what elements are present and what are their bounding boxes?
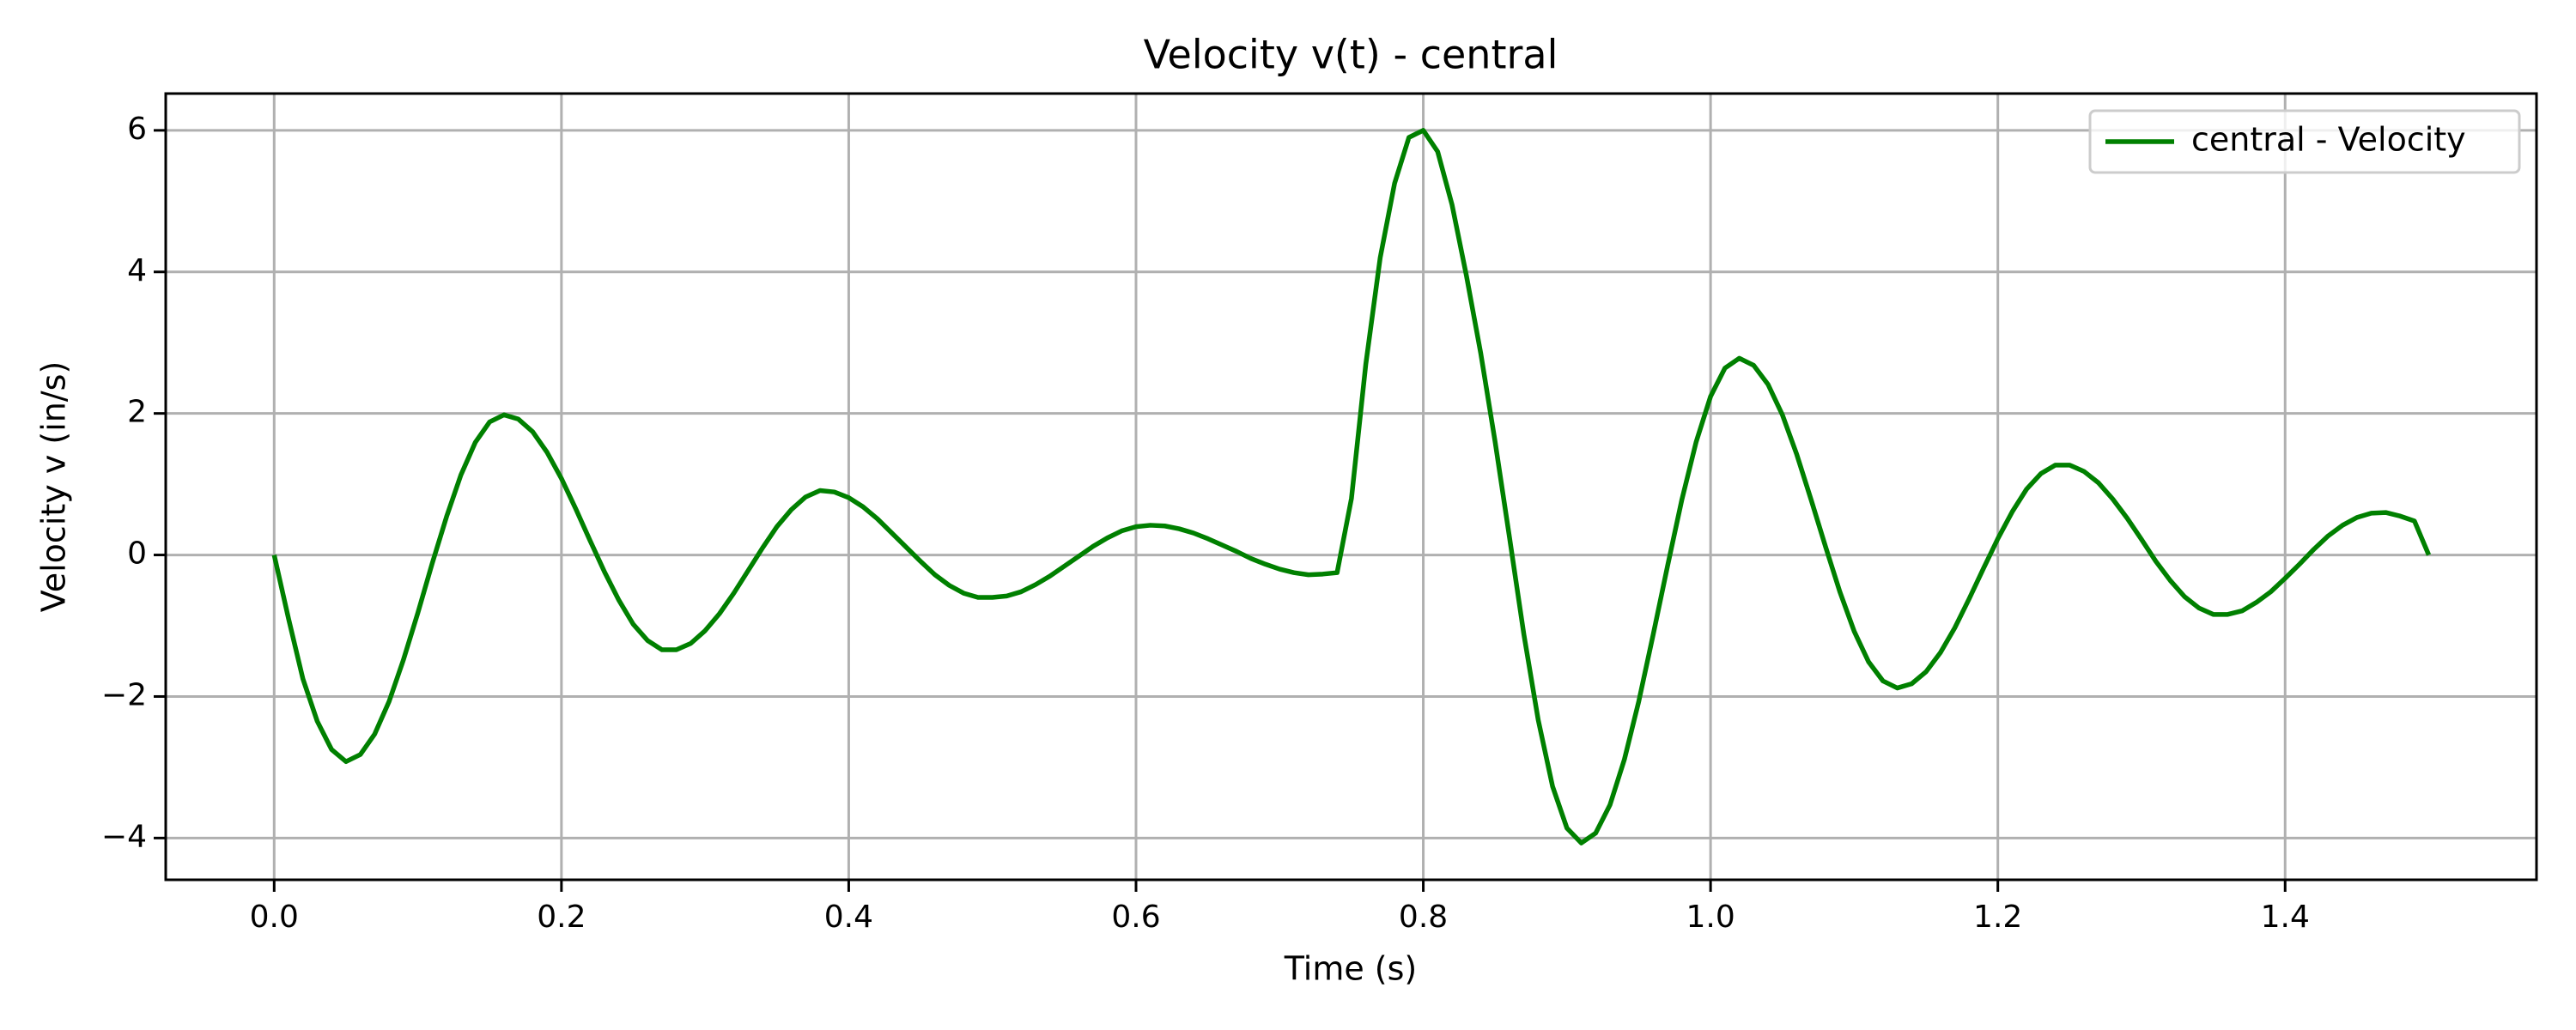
y-tick-label: −2 xyxy=(101,677,147,712)
y-tick-label: 6 xyxy=(127,112,147,147)
x-tick-label: 1.2 xyxy=(1973,900,2022,935)
x-tick-label: 0.2 xyxy=(537,900,586,935)
x-tick-label: 0.8 xyxy=(1399,900,1448,935)
y-tick-label: 0 xyxy=(127,536,147,572)
x-tick-label: 0.0 xyxy=(250,900,299,935)
x-tick-label: 1.0 xyxy=(1686,900,1735,935)
y-tick-label: 4 xyxy=(127,253,147,288)
legend-box xyxy=(2088,109,2521,174)
legend-label: central - Velocity xyxy=(2191,121,2466,159)
x-tick-label: 0.6 xyxy=(1111,900,1160,935)
y-axis-label: Velocity v (in/s) xyxy=(35,361,73,613)
data-line xyxy=(271,128,2432,845)
x-tick-label: 1.4 xyxy=(2261,900,2310,935)
plot-frame xyxy=(164,92,2538,882)
x-tick-label: 0.4 xyxy=(824,900,873,935)
y-tick-label: −4 xyxy=(101,819,147,854)
chart-title: Velocity v(t) - central xyxy=(1144,32,1558,78)
y-tick-label: 2 xyxy=(127,395,147,430)
x-axis-label: Time (s) xyxy=(1284,950,1418,988)
